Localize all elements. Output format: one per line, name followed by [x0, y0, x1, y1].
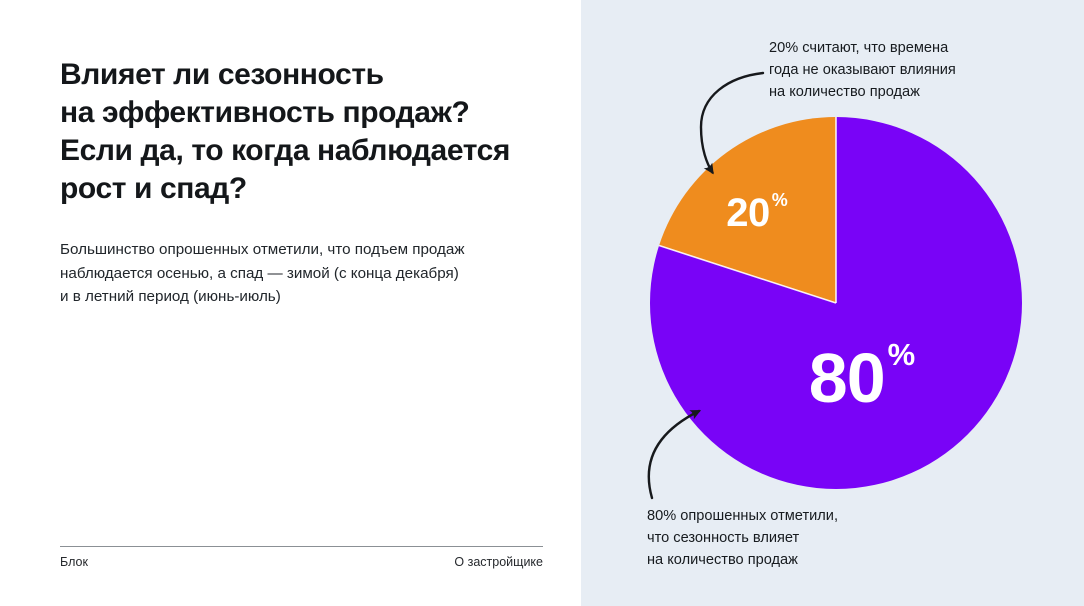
- pie-slice-20: [659, 117, 836, 303]
- arrow-to-20-slice-icon: [699, 71, 765, 175]
- annotation-line: что сезонность влияет: [647, 530, 800, 546]
- subtitle: Большинство опрошенных отметили, что под…: [60, 238, 560, 309]
- chart-panel: 20 % 80 % 20% считают, что времена года …: [581, 0, 1084, 606]
- pie-chart: [647, 71, 1022, 500]
- title-line: рост и спад?: [60, 172, 247, 205]
- annotation-line: 20% считают, что времена: [769, 40, 949, 56]
- subtitle-line: и в летний период (июнь-июль): [60, 288, 281, 305]
- annotation-line: на количество продаж: [647, 552, 798, 568]
- percent-sign: %: [771, 190, 788, 210]
- pie-slice-separator: [658, 244, 837, 304]
- annotation-20: 20% считают, что времена года не оказыва…: [769, 37, 956, 103]
- annotation-line: 80% опрошенных отметили,: [647, 508, 839, 524]
- footer-section-label: Блок: [60, 555, 88, 569]
- footer-divider: [60, 546, 543, 547]
- left-panel: Влияет ли сезонность на эффективность пр…: [60, 56, 560, 569]
- annotation-line: года не оказывают влияния: [769, 62, 956, 78]
- slide-footer: Блок О застройщике: [60, 555, 543, 569]
- pie-slice-separators: [658, 117, 837, 304]
- page-title: Влияет ли сезонность на эффективность пр…: [60, 56, 560, 208]
- title-line: на эффективность продаж?: [60, 96, 470, 129]
- pie-label-80: 80 %: [808, 339, 915, 417]
- arrow-to-80-slice-icon: [647, 409, 702, 500]
- title-line: Если да, то когда наблюдается: [60, 134, 511, 167]
- subtitle-line: Большинство опрошенных отметили, что под…: [60, 241, 465, 258]
- pie-label-20-value: 20: [726, 191, 770, 235]
- pie-label-20: 20 %: [726, 190, 788, 235]
- footer-page-label: О застройщике: [454, 555, 543, 569]
- title-line: Влияет ли сезонность: [60, 58, 384, 91]
- annotation-80: 80% опрошенных отметили, что сезонность …: [647, 505, 838, 571]
- subtitle-line: наблюдается осенью, а спад — зимой (с ко…: [60, 264, 459, 282]
- annotation-line: на количество продаж: [769, 84, 920, 100]
- percent-sign: %: [887, 337, 916, 372]
- pie-label-80-value: 80: [808, 339, 886, 417]
